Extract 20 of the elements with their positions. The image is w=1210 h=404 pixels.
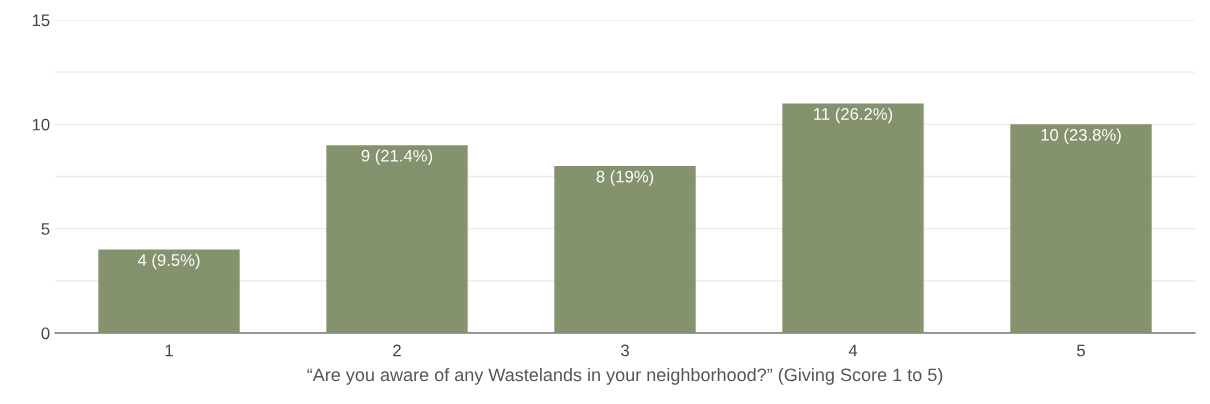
x-axis-title: “Are you aware of any Wastelands in your neighborhood?” (Giving Score 1 to 5)	[307, 367, 943, 385]
x-tick-label: 2	[393, 344, 401, 357]
data-label: 9 (21.4%)	[361, 149, 433, 165]
bar	[98, 249, 240, 333]
x-tick-label: 1	[165, 344, 173, 357]
data-label: 4 (9.5%)	[137, 253, 200, 270]
bar	[1010, 124, 1152, 333]
y-tick-label: 0	[41, 327, 50, 340]
bar	[782, 103, 924, 333]
bar	[326, 145, 468, 333]
bar	[554, 166, 696, 333]
data-label: 11 (26.2%)	[814, 107, 893, 124]
data-label: 8 (19%)	[596, 170, 654, 186]
x-tick-label: 5	[1077, 344, 1085, 357]
data-label: 10 (23.8%)	[1041, 128, 1121, 145]
x-tick-label: 3	[621, 344, 629, 357]
y-tick-label: 10	[32, 118, 50, 131]
y-tick-label: 5	[41, 223, 50, 235]
y-tick-label: 15	[32, 14, 50, 27]
x-tick-label: 4	[848, 344, 858, 357]
